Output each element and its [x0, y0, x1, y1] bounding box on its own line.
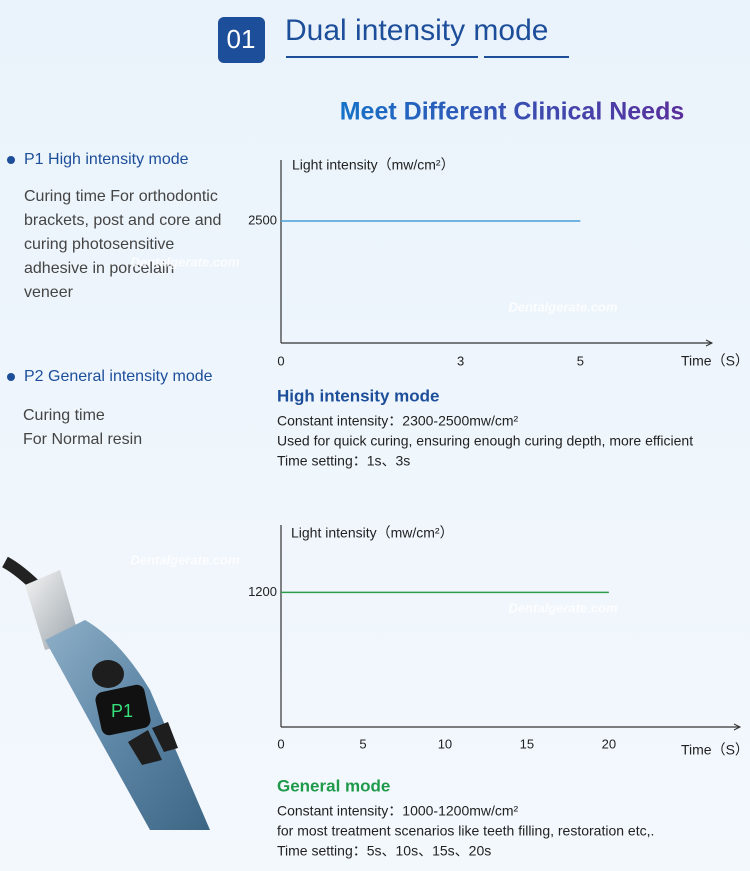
mode-description: Curing time For orthodontic	[24, 188, 218, 205]
mode-description: adhesive in porcelain	[24, 260, 174, 277]
x-tick-label: 15	[520, 736, 534, 751]
x-tick-label: 5	[577, 353, 584, 368]
page-title: Dual intensity mode	[285, 14, 548, 47]
caption-line: Used for quick curing, ensuring enough c…	[277, 433, 693, 449]
x-tick-label: 0	[277, 736, 284, 751]
y-axis-label: Light intensity（mw/cm²）	[292, 157, 455, 173]
y-axis-label: Light intensity（mw/cm²）	[291, 525, 454, 541]
mode-heading: P2 General intensity mode	[24, 368, 213, 385]
badge-number: 01	[227, 24, 256, 54]
watermark: Dentalgerate.com	[130, 552, 240, 567]
caption-heading: High intensity mode	[277, 386, 439, 405]
charts: Light intensity（mw/cm²） Time（S） 2500 0 3 5 Hig…	[248, 157, 749, 859]
x-tick-label: 20	[602, 736, 616, 751]
x-tick-label: 0	[277, 353, 284, 368]
x-tick-label: 10	[438, 736, 452, 751]
mode-description: For Normal resin	[23, 431, 142, 448]
mode-description: curing photosensitive	[24, 236, 174, 253]
mode-description: Curing time	[23, 407, 105, 424]
y-tick-label: 2500	[248, 212, 277, 227]
axis-arrow	[733, 723, 742, 731]
caption-line: Constant intensity：1000-1200mw/cm²	[277, 803, 519, 819]
watermark: Dentalgerate.com	[508, 299, 618, 314]
x-axis-label: Time（S）	[681, 742, 749, 758]
caption-line: for most treatment scenarios like teeth …	[277, 823, 654, 839]
mode-description: veneer	[24, 284, 74, 301]
caption-heading: General mode	[277, 776, 390, 795]
y-tick-label: 1200	[248, 584, 277, 599]
bullet-icon	[7, 373, 15, 381]
caption-line: Constant intensity：2300-2500mw/cm²	[277, 413, 519, 429]
x-tick-label: 5	[359, 736, 366, 751]
x-tick-label: 3	[457, 353, 464, 368]
device-display: P1	[111, 701, 133, 721]
mode-list: P1 High intensity mode Curing time For or…	[7, 151, 221, 448]
x-axis-label: Time（S）	[681, 353, 749, 369]
watermark: Dentalgerate.com	[130, 254, 240, 269]
caption-line: Time setting：1s、3s	[277, 453, 410, 469]
mode-heading: P1 High intensity mode	[24, 151, 189, 168]
device-illustration: P1	[2, 556, 210, 830]
axis-arrow	[705, 339, 714, 347]
mode-description: brackets, post and core and	[24, 212, 221, 229]
number-badge	[218, 17, 265, 63]
watermark: Dentalgerate.com	[508, 600, 618, 615]
subtitle: Meet Different Clinical Needs	[340, 98, 685, 126]
caption-line: Time setting：5s、10s、15s、20s	[277, 843, 491, 859]
bullet-icon	[7, 156, 15, 164]
